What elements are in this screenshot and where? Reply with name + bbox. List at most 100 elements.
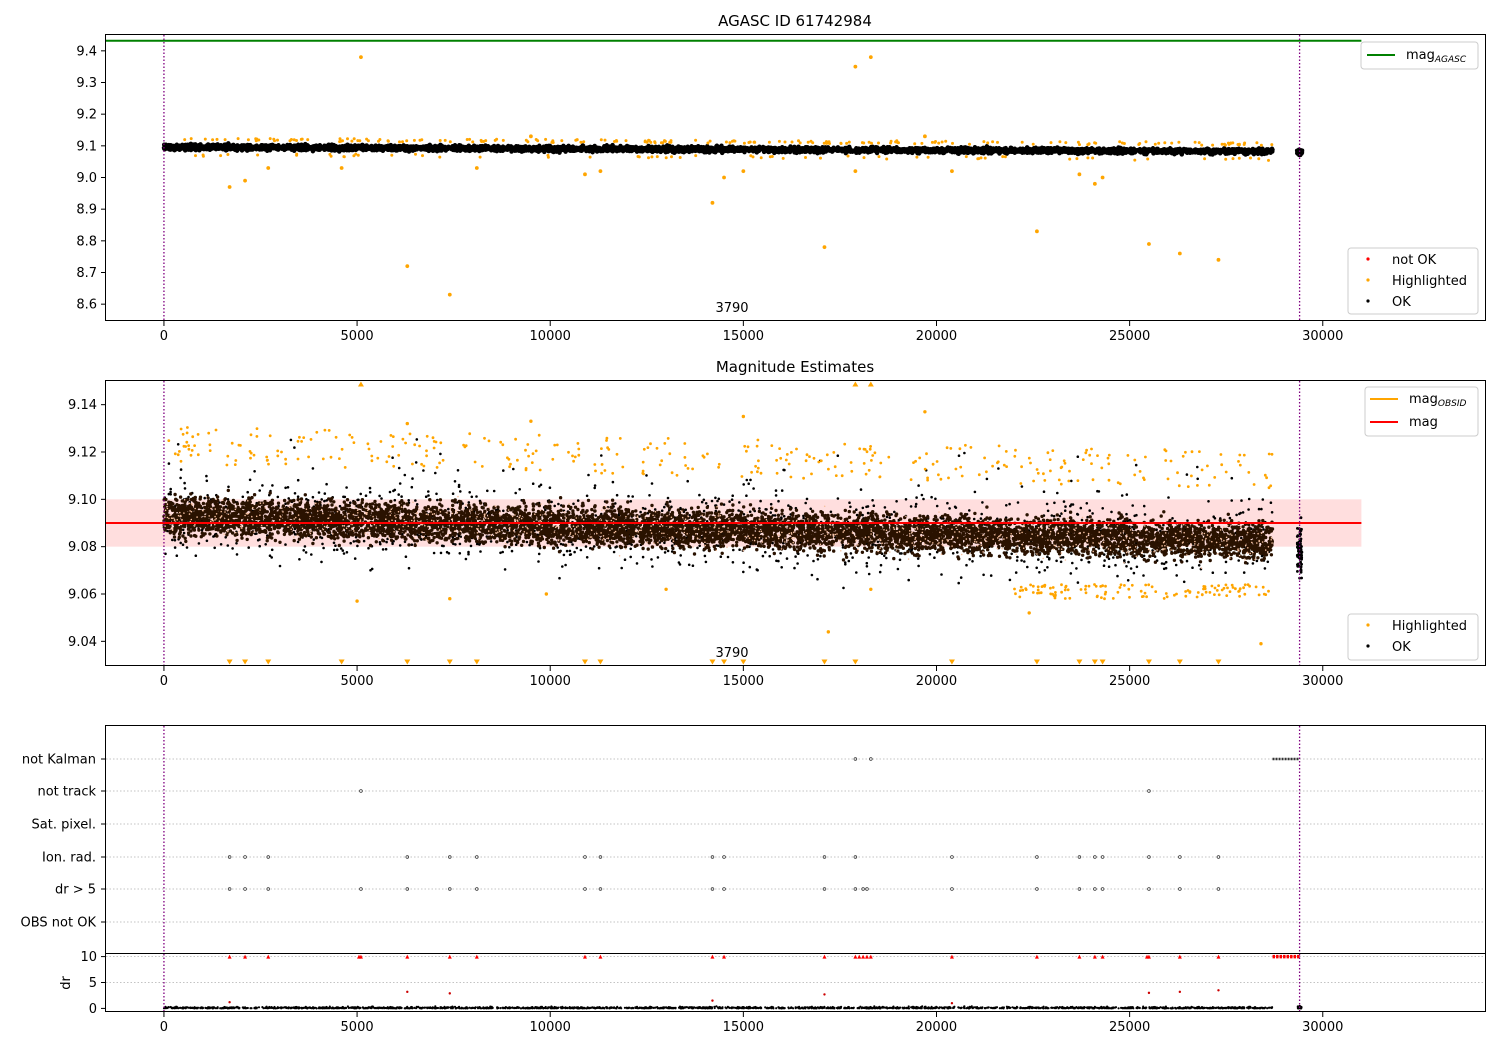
highlighted-point — [227, 185, 232, 189]
highlighted-point — [359, 55, 363, 60]
agasc-x-tick-label: 20000 — [916, 329, 957, 344]
highlighted-point — [722, 175, 726, 180]
dr-capped-marker — [358, 954, 363, 959]
flag-point — [853, 757, 858, 761]
highlighted-outlier-point — [1259, 642, 1263, 646]
legend-mid-highlighted: Highlighted — [1392, 619, 1467, 634]
dr-point — [228, 1000, 231, 1004]
dr-x-tick-label: 5000 — [341, 1020, 374, 1035]
dr-capped-marker — [857, 954, 862, 959]
overflow-up-marker — [357, 381, 364, 387]
top-title: AGASC ID 61742984 — [718, 12, 872, 30]
flag-point — [598, 887, 603, 891]
dr-capped-marker — [1034, 954, 1039, 959]
overflow-down-marker — [242, 659, 249, 665]
dr-capped-marker — [949, 954, 954, 959]
ok-points — [161, 141, 1275, 157]
dr-baseline-points — [162, 1004, 1303, 1010]
overflow-down-marker — [1076, 659, 1083, 665]
highlighted-point — [1177, 251, 1182, 256]
highlighted-outlier-point — [529, 419, 533, 423]
agasc-x-tick-label: 0 — [160, 329, 168, 344]
highlighted-outlier-point — [405, 421, 409, 426]
dr-y-tick-label: 0 — [89, 1002, 97, 1017]
highlighted-point — [266, 166, 271, 170]
agasc-y-tick-label: 8.7 — [76, 266, 97, 281]
highlighted-outlier-point — [869, 587, 873, 591]
agasc-y-tick-label: 8.8 — [76, 234, 97, 249]
highlighted-outlier-point — [664, 587, 668, 591]
legend-not-ok: not OK — [1392, 253, 1437, 268]
highlighted-point — [868, 55, 873, 60]
agasc-x-tick-label: 25000 — [1109, 329, 1150, 344]
flag-point — [405, 887, 410, 891]
highlighted-point — [1092, 181, 1097, 186]
flag-point — [1093, 887, 1097, 891]
flag-point — [950, 887, 954, 891]
overflow-down-marker — [1091, 659, 1098, 665]
dr-capped-marker — [227, 954, 232, 959]
dr-point — [823, 993, 826, 996]
highlighted-point — [853, 64, 858, 69]
agasc-x-tick-label: 15000 — [723, 329, 764, 344]
flag-point — [822, 887, 827, 891]
overflow-up-marker — [867, 381, 874, 387]
flag-point — [853, 855, 858, 859]
highlighted-point — [474, 166, 479, 170]
agasc-obsid-label: 3790 — [715, 301, 748, 316]
agasc-x-ticks: 0 5000 10000 15000 20000 25000 30000 — [160, 321, 1343, 344]
magnitude-y-tick-label: 9.08 — [68, 540, 97, 555]
overflow-down-marker — [1215, 659, 1222, 665]
flag-point — [822, 855, 827, 859]
flag-point — [227, 887, 232, 891]
dr-capped-marker — [582, 954, 587, 959]
agasc-y-tick-label: 9.2 — [76, 108, 97, 123]
highlighted-point — [583, 172, 587, 177]
legend-mag: mag — [1409, 415, 1438, 430]
magnitude-y-tick-label: 9.10 — [68, 493, 97, 508]
highlighted-outlier-point — [355, 599, 359, 603]
magnitude-x-tick-label: 10000 — [530, 674, 571, 689]
highlighted-point — [853, 169, 858, 174]
magnitude-x-tick-label: 5000 — [341, 674, 374, 689]
overflow-down-marker — [709, 659, 716, 665]
highlighted-point — [405, 264, 410, 269]
dr-y-tick-label: 10 — [80, 950, 97, 965]
magnitude-x-tick-label: 25000 — [1109, 674, 1150, 689]
highlighted-point — [1100, 175, 1105, 180]
magnitude-axes-frame — [105, 380, 1486, 666]
highlighted-point — [529, 134, 533, 139]
dr-x-ticks: 0 5000 10000 15000 20000 25000 30000 — [160, 1012, 1343, 1035]
magnitude-y-tick-label: 9.06 — [68, 588, 97, 603]
highlighted-point — [1035, 229, 1039, 234]
flag-point — [583, 855, 587, 859]
flag-point — [1178, 855, 1182, 859]
agasc-line-legend: magAGASC — [1360, 41, 1479, 70]
magnitude-y-tick-label: 9.04 — [68, 635, 97, 650]
magnitude-x-tick-label: 15000 — [723, 674, 764, 689]
flag-point — [598, 855, 603, 859]
dr-capped-marker — [864, 954, 869, 959]
flag-row-label: not track — [37, 785, 96, 800]
dr-capped-marker — [266, 954, 271, 959]
flag-point — [1216, 887, 1221, 891]
dr-capped-marker — [853, 954, 858, 959]
highlighted-points — [167, 426, 1274, 601]
dr-capped-marker — [1146, 954, 1151, 959]
agasc-y-tick-label: 9.0 — [76, 171, 97, 186]
highlighted-point — [598, 169, 603, 174]
highlighted-point — [923, 134, 927, 139]
magnitude-y-ticks: 9.04 9.06 9.08 9.10 9.12 9.14 — [68, 398, 106, 650]
agasc-y-tick-label: 9.1 — [76, 139, 97, 154]
dr-capped-marker — [405, 954, 410, 959]
overflow-down-marker — [740, 659, 747, 665]
dr-panel: 0 5000 10000 15000 20000 25000 30000 0 5 10 dr — [59, 950, 1486, 1035]
overflow-down-marker — [852, 659, 859, 665]
agasc-y-tick-label: 8.9 — [76, 203, 97, 218]
dr-y-ticks: 0 5 10 — [80, 950, 106, 1017]
dr-capped-marker — [710, 954, 715, 959]
flag-row-label: not Kalman — [22, 753, 96, 768]
legend-mid-ok: OK — [1392, 640, 1411, 655]
agasc-x-tick-label: 10000 — [530, 329, 571, 344]
magnitude-x-tick-label: 30000 — [1302, 674, 1343, 689]
